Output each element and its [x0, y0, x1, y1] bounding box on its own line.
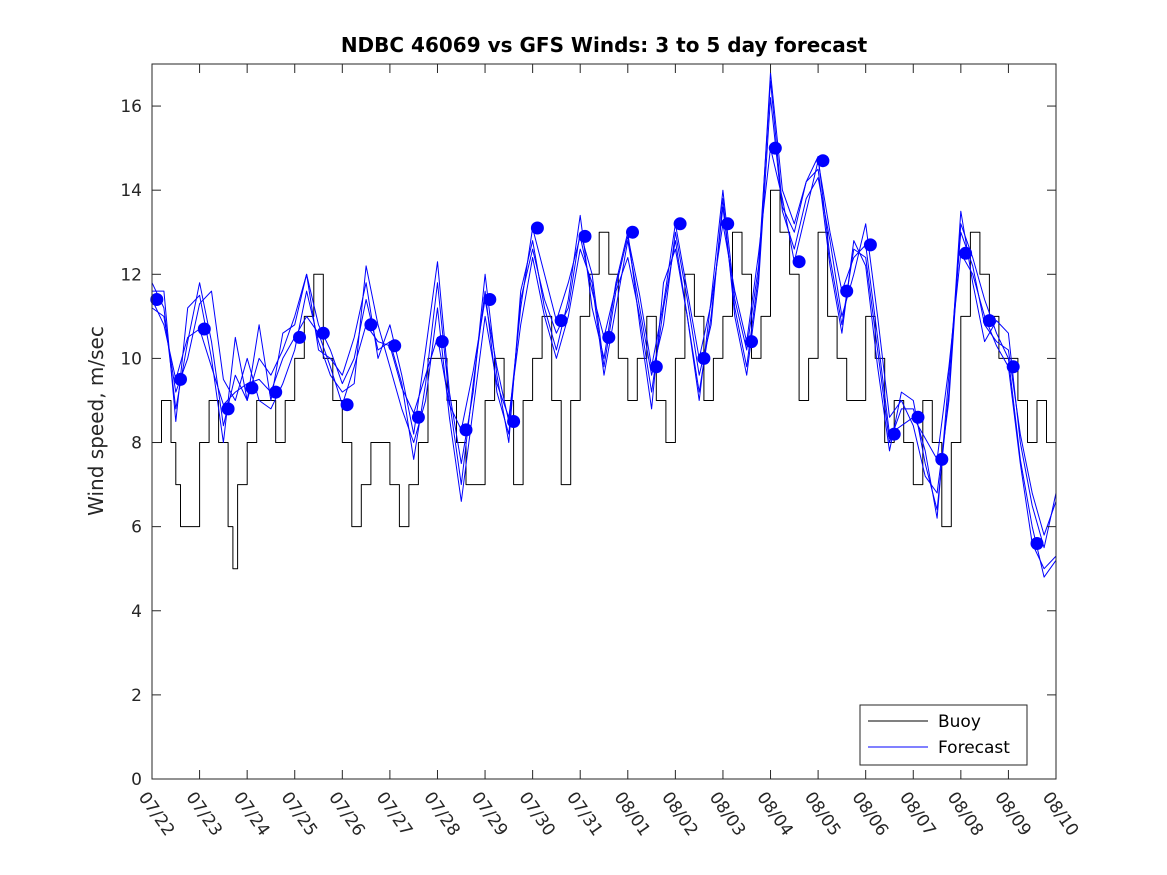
forecast-point	[293, 330, 306, 344]
forecast-point	[768, 141, 782, 155]
forecast-point	[935, 452, 949, 466]
forecast-point	[221, 402, 235, 416]
forecast-point	[602, 330, 616, 344]
forecast-series-line	[152, 71, 1057, 549]
forecast-point	[673, 217, 687, 231]
legend-forecast-label: Forecast	[938, 738, 1010, 758]
legend-buoy-label: Buoy	[938, 712, 981, 732]
forecast-point	[578, 229, 592, 243]
axes-box	[151, 63, 1057, 780]
forecast-point	[959, 246, 973, 260]
forecast-point	[887, 427, 901, 441]
forecast-point	[816, 154, 830, 168]
forecast-series-line	[151, 80, 1057, 536]
forecast-point	[792, 255, 806, 269]
forecast-point	[388, 339, 402, 353]
forecast-point	[269, 385, 283, 399]
forecast-point	[435, 335, 449, 349]
y-tick-label: 2	[131, 686, 142, 706]
forecast-point	[626, 225, 639, 239]
forecast-point	[245, 381, 259, 395]
forecast-point	[745, 335, 758, 349]
chart-title: NDBC 46069 vs GFS Winds: 3 to 5 day fore…	[341, 33, 868, 57]
legend: Buoy Forecast	[859, 704, 1028, 766]
forecast-point	[459, 423, 473, 437]
marker-layer	[150, 141, 1044, 550]
y-tick-label: 12	[120, 265, 142, 285]
forecast-point	[982, 314, 996, 328]
y-tick-label: 0	[131, 770, 142, 790]
forecast-point	[507, 415, 521, 428]
series-layer	[151, 71, 1057, 578]
y-tick-label: 8	[131, 434, 142, 454]
forecast-point	[697, 351, 711, 365]
y-tick-label: 6	[131, 518, 142, 538]
y-axis-ticks: 0 2 4 6 8 10 12 14 16	[120, 97, 1056, 790]
forecast-point	[1030, 537, 1044, 550]
forecast-point	[411, 410, 425, 424]
forecast-point	[911, 410, 925, 424]
buoy-series-line	[152, 189, 1056, 570]
forecast-point	[649, 360, 663, 374]
y-tick-label: 4	[131, 602, 142, 622]
y-tick-label: 16	[120, 97, 142, 117]
y-axis-label: Wind speed, m/sec	[84, 326, 108, 516]
forecast-point	[721, 217, 735, 231]
forecast-point	[364, 318, 378, 332]
y-tick-label: 14	[120, 181, 142, 201]
legend-box	[859, 704, 1028, 766]
forecast-point	[863, 238, 877, 252]
forecast-point	[340, 398, 354, 412]
forecast-point	[1006, 360, 1020, 374]
forecast-point	[174, 372, 187, 386]
plot-area	[152, 64, 1056, 779]
forecast-point	[840, 284, 854, 298]
forecast-point	[197, 322, 211, 336]
forecast-point	[316, 326, 330, 340]
forecast-point	[530, 221, 544, 235]
forecast-point	[554, 314, 568, 328]
y-tick-label: 10	[120, 349, 142, 369]
forecast-point	[150, 293, 164, 306]
forecast-point	[483, 293, 497, 306]
